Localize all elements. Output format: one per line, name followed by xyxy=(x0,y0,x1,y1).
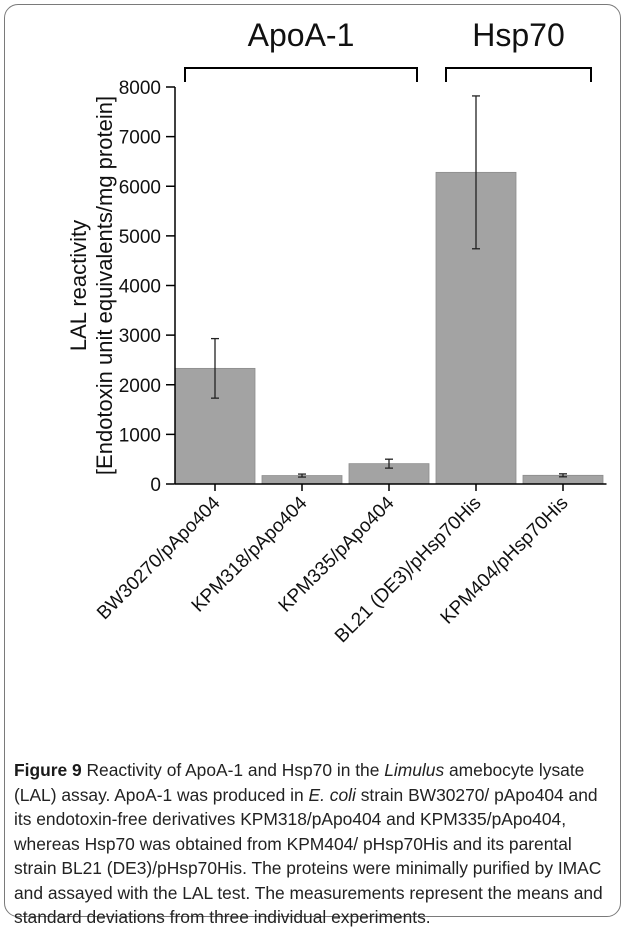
x-axis xyxy=(174,87,607,491)
group-bracket xyxy=(184,67,418,82)
figure-frame xyxy=(4,4,621,917)
y-axis-title-line2: [Endotoxin unit equivalents/mg protein] xyxy=(92,96,117,475)
y-tick-label: 3000 xyxy=(119,326,161,347)
y-axis-ticks: 0 1000 2000 3000 4000 5000 6000 7000 8000 xyxy=(119,78,175,496)
figure-label: Figure 9 xyxy=(14,760,82,780)
y-tick-label: 8000 xyxy=(119,78,161,99)
caption-italic-limulus: Limulus xyxy=(384,760,445,780)
y-tick-label: 1000 xyxy=(119,425,161,446)
caption-text: strain BW30270/ pApo404 and its endotoxi… xyxy=(14,784,603,928)
y-tick-label: 7000 xyxy=(119,128,161,149)
bars xyxy=(174,171,604,485)
group-bracket xyxy=(445,67,592,82)
category-labels: BW30270/pApo404KPM318/pApo404KPM335/pApo… xyxy=(93,492,572,647)
bar-chart: LAL reactivity [Endotoxin unit equivalent… xyxy=(66,17,607,647)
error-bars xyxy=(211,95,567,478)
group-label: ApoA-1 xyxy=(248,17,355,53)
y-axis-title-line1: LAL reactivity xyxy=(66,220,91,351)
y-tick-label: 0 xyxy=(150,475,161,496)
group-label: Hsp70 xyxy=(472,17,565,53)
y-axis-title: LAL reactivity [Endotoxin unit equivalent… xyxy=(66,96,117,475)
y-tick-label: 4000 xyxy=(119,277,161,298)
caption-italic-ecoli: E. coli xyxy=(308,784,356,805)
y-tick-label: 5000 xyxy=(119,227,161,248)
caption-text: amebocyte lysate (LAL) assay. ApoA-1 was… xyxy=(14,760,585,805)
group-brackets: ApoA-1 Hsp70 xyxy=(184,17,592,82)
y-tick-label: 2000 xyxy=(119,376,161,397)
x-tick-label: BL21 (DE3)/pHsp70His xyxy=(331,493,485,647)
caption-text: Reactivity of ApoA-1 and Hsp70 in the xyxy=(81,760,385,780)
figure-caption: Figure 9 Reactivity of ApoA-1 and Hsp70 … xyxy=(14,758,610,930)
y-tick-label: 6000 xyxy=(119,177,161,198)
